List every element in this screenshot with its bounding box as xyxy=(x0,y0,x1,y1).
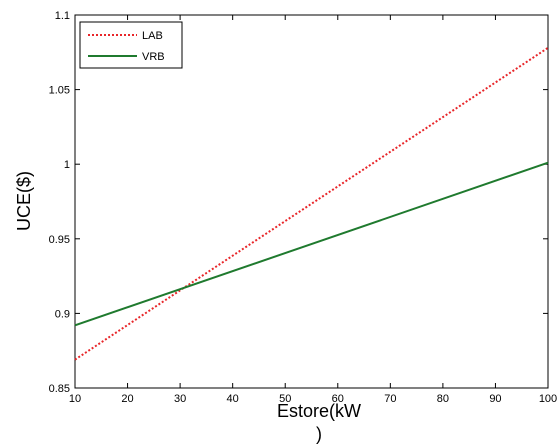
x-axis-title-line2: ) xyxy=(316,424,322,444)
series-line-vrb xyxy=(74,161,549,327)
x-tick-label: 10 xyxy=(69,393,81,405)
series-line-lab xyxy=(74,46,549,361)
plot-area xyxy=(74,14,549,389)
x-tick-label: 90 xyxy=(489,393,501,405)
y-tick-label: 0.95 xyxy=(49,234,70,246)
x-tick-label: 60 xyxy=(332,393,344,405)
y-axis-title: UCE($) xyxy=(14,171,34,231)
x-tick-label: 20 xyxy=(121,393,133,405)
x-tick-label: 80 xyxy=(437,393,449,405)
x-tick-label: 30 xyxy=(174,393,186,405)
x-tick-label: 40 xyxy=(227,393,239,405)
legend-box xyxy=(79,21,183,69)
y-tick-label: 0.85 xyxy=(49,383,70,395)
series-group xyxy=(74,46,549,361)
legend-label-vrb: VRB xyxy=(142,51,165,63)
legend-label-lab: LAB xyxy=(142,30,163,42)
y-tick-label: 1.05 xyxy=(49,85,70,97)
y-tick-label: 1 xyxy=(64,159,70,171)
x-tick-label: 50 xyxy=(279,393,291,405)
x-axis-title-line1: Estore(kW xyxy=(277,401,361,421)
y-tick-label: 0.9 xyxy=(55,308,70,320)
x-tick-label: 70 xyxy=(384,393,396,405)
legend: LAB VRB xyxy=(79,21,183,69)
y-tick-label: 1.1 xyxy=(55,10,70,22)
x-tick-label: 100 xyxy=(539,393,557,405)
axis-ticks: 10 20 30 40 50 60 70 80 90 100 0.85 0.9 0.95 1 1.05 1.1 xyxy=(49,10,558,405)
